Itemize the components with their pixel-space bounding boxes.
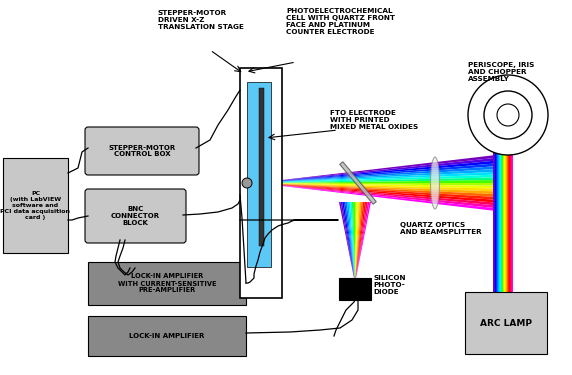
Bar bbox=[465, 292, 547, 354]
Polygon shape bbox=[509, 140, 510, 292]
Polygon shape bbox=[282, 169, 496, 182]
FancyBboxPatch shape bbox=[85, 189, 186, 243]
Polygon shape bbox=[282, 177, 496, 183]
Polygon shape bbox=[498, 140, 499, 292]
Polygon shape bbox=[356, 202, 370, 278]
Polygon shape bbox=[282, 185, 496, 206]
Circle shape bbox=[484, 91, 532, 139]
Polygon shape bbox=[511, 140, 512, 292]
Polygon shape bbox=[340, 162, 376, 204]
Polygon shape bbox=[282, 166, 496, 182]
Text: PHOTOELECTROCHEMICAL
CELL WITH QUARTZ FRONT
FACE AND PLATINUM
COUNTER ELECTRODE: PHOTOELECTROCHEMICAL CELL WITH QUARTZ FR… bbox=[286, 8, 395, 35]
Circle shape bbox=[468, 75, 548, 155]
Polygon shape bbox=[504, 140, 505, 292]
Ellipse shape bbox=[431, 157, 439, 209]
Text: ARC LAMP: ARC LAMP bbox=[480, 318, 532, 327]
Polygon shape bbox=[502, 140, 503, 292]
Bar bbox=[240, 68, 282, 298]
Polygon shape bbox=[282, 183, 496, 186]
Text: PERISCOPE, IRIS
AND CHOPPER
ASSEMBLY: PERISCOPE, IRIS AND CHOPPER ASSEMBLY bbox=[468, 62, 534, 82]
Bar bbox=[88, 316, 246, 356]
Polygon shape bbox=[282, 155, 496, 180]
Polygon shape bbox=[493, 140, 494, 292]
Polygon shape bbox=[356, 202, 364, 278]
Text: SILICON
PHOTO-
DIODE: SILICON PHOTO- DIODE bbox=[373, 275, 406, 295]
Polygon shape bbox=[506, 140, 507, 292]
Bar bbox=[259, 88, 264, 246]
Polygon shape bbox=[356, 202, 366, 278]
Text: STEPPER-MOTOR
DRIVEN X-Z
TRANSLATION STAGE: STEPPER-MOTOR DRIVEN X-Z TRANSLATION STA… bbox=[158, 10, 244, 30]
Circle shape bbox=[497, 104, 519, 126]
Text: LOCK-IN AMPLIFIER
WITH CURRENT-SENSITIVE
PRE-AMPLIFIER: LOCK-IN AMPLIFIER WITH CURRENT-SENSITIVE… bbox=[118, 273, 216, 294]
Polygon shape bbox=[348, 202, 355, 278]
Polygon shape bbox=[282, 172, 496, 182]
Text: STEPPER-MOTOR
CONTROL BOX: STEPPER-MOTOR CONTROL BOX bbox=[108, 144, 176, 158]
Polygon shape bbox=[339, 202, 354, 278]
Polygon shape bbox=[352, 202, 355, 278]
Bar bbox=[3, 158, 68, 253]
Polygon shape bbox=[350, 202, 355, 278]
Polygon shape bbox=[355, 202, 362, 278]
Polygon shape bbox=[282, 183, 496, 189]
Bar bbox=[339, 278, 371, 300]
Polygon shape bbox=[353, 202, 355, 278]
Polygon shape bbox=[282, 184, 496, 191]
Polygon shape bbox=[340, 202, 354, 278]
Polygon shape bbox=[345, 202, 355, 278]
Circle shape bbox=[242, 178, 252, 188]
Polygon shape bbox=[355, 202, 358, 278]
Polygon shape bbox=[512, 140, 513, 292]
Polygon shape bbox=[282, 180, 496, 183]
Polygon shape bbox=[282, 164, 496, 181]
Polygon shape bbox=[342, 202, 354, 278]
Polygon shape bbox=[355, 202, 356, 278]
Polygon shape bbox=[282, 160, 496, 181]
FancyBboxPatch shape bbox=[85, 127, 199, 175]
Polygon shape bbox=[282, 185, 496, 202]
Polygon shape bbox=[499, 140, 500, 292]
Polygon shape bbox=[282, 184, 496, 194]
Polygon shape bbox=[495, 140, 496, 292]
Polygon shape bbox=[494, 140, 495, 292]
Polygon shape bbox=[503, 140, 504, 292]
Text: BNC
CONNECTOR
BLOCK: BNC CONNECTOR BLOCK bbox=[111, 206, 160, 226]
Polygon shape bbox=[282, 184, 496, 197]
Polygon shape bbox=[500, 140, 501, 292]
Text: LOCK-IN AMPLIFIER: LOCK-IN AMPLIFIER bbox=[129, 333, 205, 339]
Polygon shape bbox=[501, 140, 502, 292]
Polygon shape bbox=[510, 140, 511, 292]
Polygon shape bbox=[497, 140, 498, 292]
Polygon shape bbox=[282, 186, 496, 211]
Polygon shape bbox=[282, 185, 496, 208]
Bar bbox=[247, 82, 271, 267]
Polygon shape bbox=[282, 184, 496, 200]
Polygon shape bbox=[347, 202, 355, 278]
Text: FTO ELECTRODE
WITH PRINTED
MIXED METAL OXIDES: FTO ELECTRODE WITH PRINTED MIXED METAL O… bbox=[330, 110, 418, 130]
Polygon shape bbox=[355, 202, 363, 278]
Polygon shape bbox=[355, 202, 360, 278]
Text: PC
(with LabVIEW
software and
PCI data acquisition
card ): PC (with LabVIEW software and PCI data a… bbox=[1, 191, 70, 220]
Polygon shape bbox=[356, 202, 371, 278]
Polygon shape bbox=[282, 158, 496, 181]
Polygon shape bbox=[282, 175, 496, 182]
Polygon shape bbox=[505, 140, 506, 292]
Polygon shape bbox=[496, 140, 497, 292]
Polygon shape bbox=[508, 140, 509, 292]
Polygon shape bbox=[507, 140, 508, 292]
Polygon shape bbox=[344, 202, 355, 278]
Polygon shape bbox=[356, 202, 368, 278]
Bar bbox=[88, 262, 246, 305]
Text: QUARTZ OPTICS
AND BEAMSPLITTER: QUARTZ OPTICS AND BEAMSPLITTER bbox=[400, 222, 482, 235]
